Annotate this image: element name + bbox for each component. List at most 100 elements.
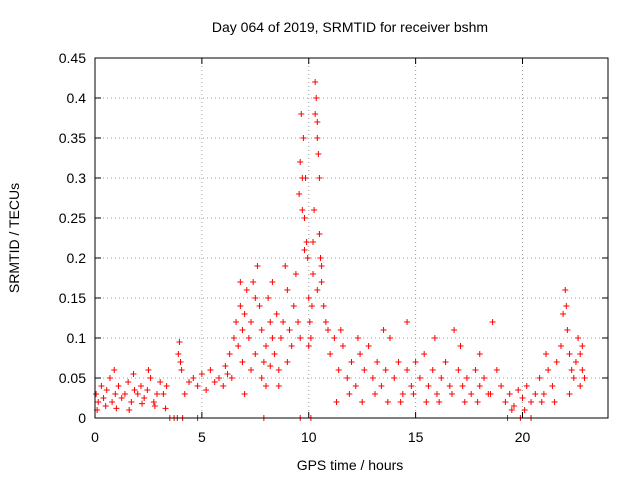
data-point bbox=[314, 287, 321, 293]
data-point bbox=[277, 335, 284, 341]
data-point bbox=[194, 383, 201, 389]
data-point bbox=[528, 399, 535, 405]
data-point bbox=[248, 367, 255, 373]
data-point bbox=[352, 383, 359, 389]
data-point bbox=[317, 255, 324, 261]
data-point bbox=[327, 351, 334, 357]
data-point bbox=[348, 359, 355, 365]
data-point bbox=[354, 335, 361, 341]
y-tick-label: 0 bbox=[78, 410, 86, 426]
data-point bbox=[557, 343, 564, 349]
data-point bbox=[498, 383, 505, 389]
data-point bbox=[395, 359, 402, 365]
x-tick-label: 20 bbox=[515, 429, 531, 445]
x-tick-label: 5 bbox=[198, 429, 206, 445]
data-point bbox=[139, 400, 146, 407]
data-point bbox=[263, 343, 269, 349]
data-point bbox=[151, 403, 158, 409]
data-point bbox=[295, 319, 302, 325]
data-point bbox=[296, 191, 303, 197]
data-point bbox=[95, 399, 102, 405]
data-point bbox=[241, 391, 248, 397]
data-point bbox=[335, 367, 342, 373]
data-point bbox=[508, 407, 515, 413]
data-point bbox=[305, 343, 312, 349]
data-point bbox=[258, 375, 265, 381]
data-point bbox=[384, 399, 391, 405]
data-point bbox=[245, 335, 252, 341]
data-point bbox=[215, 375, 222, 381]
data-point bbox=[290, 303, 297, 309]
data-point bbox=[299, 207, 306, 213]
data-point bbox=[519, 395, 526, 401]
data-point bbox=[163, 383, 170, 389]
data-point bbox=[275, 383, 282, 389]
data-point bbox=[515, 387, 522, 393]
data-point bbox=[553, 359, 560, 365]
data-point bbox=[369, 375, 376, 381]
data-point bbox=[575, 335, 582, 341]
data-point bbox=[436, 399, 443, 405]
data-point bbox=[404, 367, 411, 373]
data-point bbox=[243, 287, 250, 293]
data-point bbox=[263, 383, 269, 389]
data-point bbox=[178, 367, 185, 373]
data-point bbox=[399, 391, 406, 397]
data-point bbox=[121, 391, 128, 397]
data-point bbox=[333, 399, 340, 405]
data-point bbox=[322, 319, 329, 325]
data-point bbox=[455, 367, 462, 373]
data-point bbox=[310, 239, 317, 245]
data-point bbox=[275, 367, 282, 373]
data-point bbox=[224, 371, 231, 377]
data-point bbox=[93, 391, 100, 397]
data-point bbox=[579, 343, 586, 349]
data-point bbox=[560, 311, 567, 317]
data-point bbox=[303, 239, 310, 245]
data-point bbox=[545, 367, 552, 373]
data-point bbox=[211, 379, 218, 385]
data-point bbox=[141, 395, 148, 401]
data-point bbox=[568, 367, 575, 373]
plot-frame bbox=[94, 57, 609, 419]
data-point bbox=[128, 399, 135, 405]
data-point bbox=[297, 335, 304, 341]
data-point bbox=[269, 279, 276, 285]
data-point bbox=[203, 387, 210, 393]
data-point bbox=[361, 367, 368, 373]
data-point bbox=[280, 319, 287, 325]
y-tick-label: 0.1 bbox=[67, 330, 87, 346]
data-point bbox=[404, 319, 411, 325]
data-point bbox=[298, 111, 305, 117]
x-axis-ticks: 0 5 10 15 20 bbox=[91, 58, 530, 445]
data-point bbox=[228, 375, 235, 381]
data-point bbox=[502, 399, 509, 405]
data-point bbox=[339, 343, 346, 349]
data-point bbox=[153, 391, 160, 397]
data-point bbox=[147, 375, 154, 381]
data-point bbox=[254, 263, 261, 269]
data-point bbox=[126, 407, 133, 413]
data-point bbox=[476, 351, 483, 357]
data-point bbox=[540, 391, 547, 397]
data-point bbox=[130, 371, 137, 377]
data-point bbox=[412, 359, 419, 365]
data-point bbox=[198, 371, 205, 377]
data-point bbox=[448, 391, 455, 397]
data-point bbox=[487, 391, 494, 397]
data-point bbox=[118, 395, 125, 401]
grid-lines bbox=[95, 58, 608, 418]
data-point bbox=[256, 303, 263, 309]
y-axis-ticks: 0 0.05 0.1 0.15 0.2 0.25 0.3 0.35 0.4 0.45 bbox=[59, 50, 608, 426]
data-point bbox=[230, 335, 237, 341]
data-point bbox=[564, 327, 571, 333]
data-point bbox=[313, 95, 320, 101]
data-point bbox=[510, 403, 517, 409]
data-point bbox=[103, 387, 110, 393]
y-tick-label: 0.05 bbox=[59, 370, 86, 386]
data-point bbox=[536, 375, 543, 381]
data-point bbox=[566, 391, 573, 397]
data-point bbox=[308, 303, 315, 309]
data-point bbox=[438, 375, 445, 381]
